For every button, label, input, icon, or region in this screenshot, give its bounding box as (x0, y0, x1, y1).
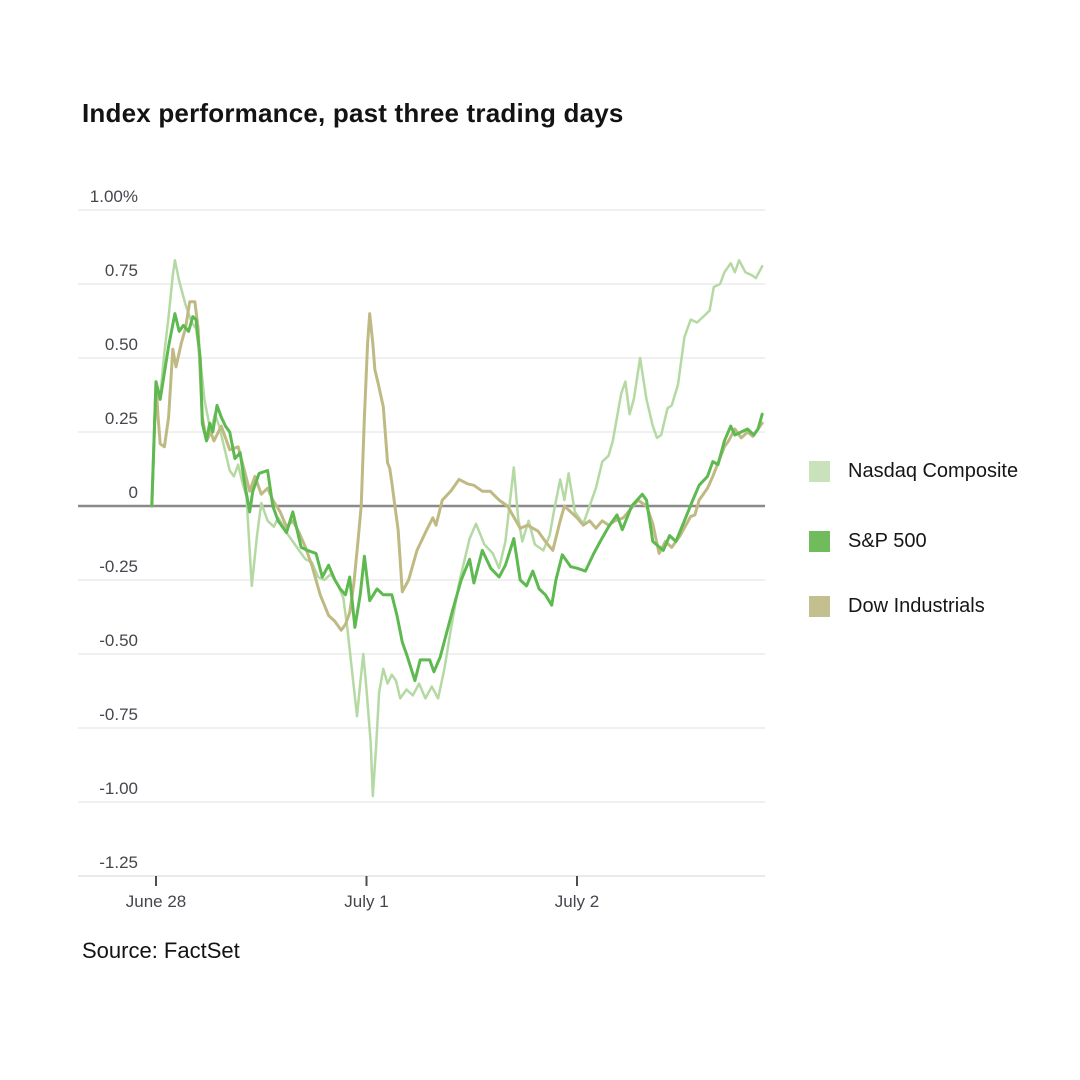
legend-item-dow: Dow Industrials (809, 595, 985, 618)
series-line-s-p-500 (150, 312, 764, 683)
nasdaq-swatch-icon (809, 461, 830, 482)
y-axis-label: 0 (128, 483, 138, 502)
x-axis-label: July 2 (554, 892, 600, 911)
series-line-nasdaq-composite (150, 259, 764, 798)
x-axis-label: July 1 (344, 892, 389, 911)
y-axis-label: 1.00% (89, 187, 138, 206)
y-axis-label: -0.50 (99, 631, 138, 650)
legend-label: Nasdaq Composite (848, 460, 1019, 482)
legend-item-sp500: S&P 500 (809, 530, 927, 553)
y-axis-label: -0.75 (99, 705, 138, 724)
legend-label: S&P 500 (848, 530, 927, 552)
y-axis-label: -1.25 (99, 853, 138, 872)
legend-item-nasdaq: Nasdaq Composite (809, 460, 1018, 483)
dow-swatch-icon (809, 596, 830, 617)
y-axis-label: -1.00 (99, 779, 138, 798)
source-attribution: Source: FactSet (82, 938, 240, 963)
y-axis-label: 0.50 (104, 335, 138, 354)
y-axis-label: 0.25 (104, 409, 138, 428)
chart-title: Index performance, past three trading da… (82, 98, 624, 128)
y-axis-label: 0.75 (104, 261, 138, 280)
x-axis-label: June 28 (125, 892, 187, 911)
plot-area (78, 209, 765, 886)
y-axis-label: -0.25 (99, 557, 138, 576)
series-line-dow-industrials (150, 300, 764, 632)
legend-label: Dow Industrials (848, 595, 985, 617)
sp500-swatch-icon (809, 531, 830, 552)
